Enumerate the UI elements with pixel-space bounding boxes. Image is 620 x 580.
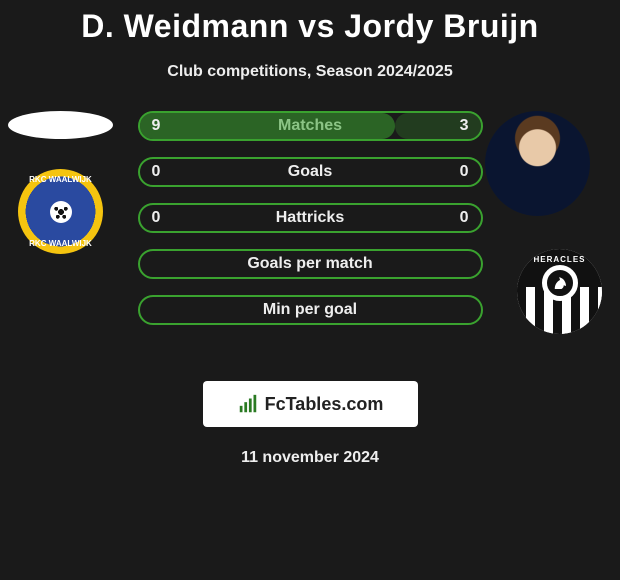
stat-row: Goals per match <box>138 249 483 279</box>
rkc-text-top: RKC WAALWIJK <box>18 175 103 184</box>
stat-value-left: 9 <box>152 117 161 135</box>
stat-value-right: 0 <box>460 209 469 227</box>
rkc-text-bottom: RKC WAALWIJK <box>18 239 103 248</box>
player2-club-badge: HERACLES <box>517 249 602 334</box>
stat-fill-left <box>140 113 396 139</box>
stat-value-left: 0 <box>152 209 161 227</box>
stat-row: 9Matches3 <box>138 111 483 141</box>
heracles-label: HERACLES <box>517 255 602 264</box>
title-vs: vs <box>298 8 344 44</box>
player2-photo <box>485 111 590 216</box>
stat-value-right: 0 <box>460 163 469 181</box>
stat-value-right: 3 <box>460 117 469 135</box>
source-badge: FcTables.com <box>203 381 418 427</box>
stat-label: Goals per match <box>247 255 372 273</box>
rkc-badge: RKC WAALWIJK RKC WAALWIJK <box>18 169 103 254</box>
stat-value-left: 0 <box>152 163 161 181</box>
player2-name: Jordy Bruijn <box>344 8 538 44</box>
stat-row: 0 Goals 0 <box>138 157 483 187</box>
comparison-title: D. Weidmann vs Jordy Bruijn <box>0 0 620 45</box>
date-line: 11 november 2024 <box>0 449 620 467</box>
stat-label: Hattricks <box>276 209 344 227</box>
player2-photo-bg <box>485 111 590 216</box>
stat-row: Min per goal <box>138 295 483 325</box>
player1-photo-placeholder <box>8 111 113 139</box>
player1-club-badge: RKC WAALWIJK RKC WAALWIJK <box>18 169 103 254</box>
stat-row: 0 Hattricks 0 <box>138 203 483 233</box>
heracles-ring <box>542 265 578 301</box>
source-text: FcTables.com <box>265 394 384 415</box>
soccer-ball-icon <box>50 201 72 223</box>
subtitle: Club competitions, Season 2024/2025 <box>0 63 620 81</box>
heracles-badge: HERACLES <box>517 249 602 334</box>
bar-chart-icon <box>237 393 259 415</box>
stats-area: RKC WAALWIJK RKC WAALWIJK HERACLES 9Matc… <box>0 111 620 371</box>
horse-icon <box>551 274 569 292</box>
stat-label: Goals <box>288 163 332 181</box>
player1-name: D. Weidmann <box>81 8 289 44</box>
stat-label: Min per goal <box>263 301 357 319</box>
